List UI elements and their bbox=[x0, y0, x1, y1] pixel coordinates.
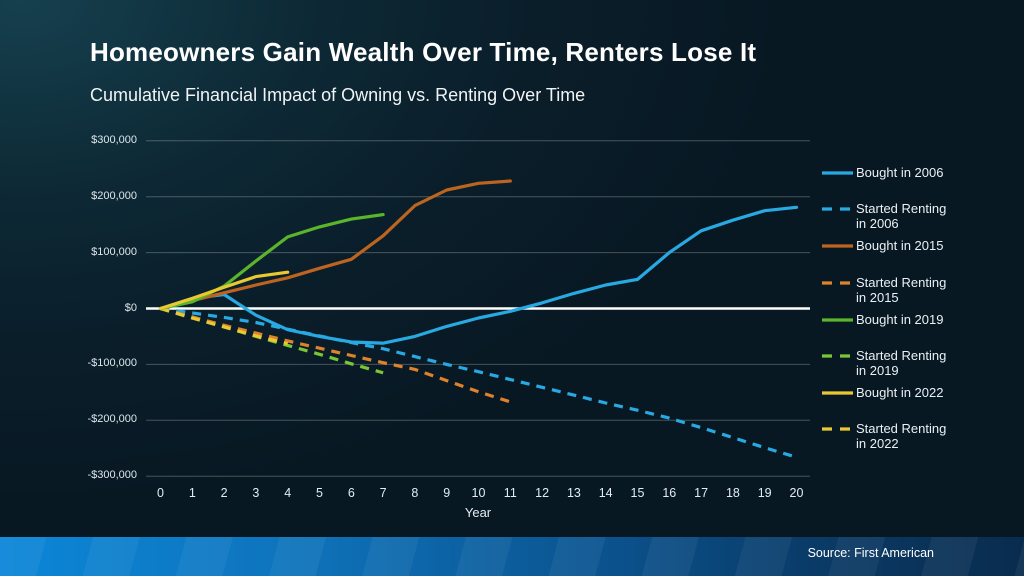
legend-item: Started Renting in 2022 bbox=[822, 421, 946, 451]
footer-bar: Source: First American bbox=[0, 537, 1024, 576]
y-tick-label: -$100,000 bbox=[87, 357, 137, 370]
legend-item: Bought in 2022 bbox=[822, 385, 943, 401]
legend-label: Bought in 2006 bbox=[856, 165, 944, 180]
solid-line-swatch-icon bbox=[822, 244, 853, 248]
x-tick-label: 20 bbox=[789, 486, 804, 500]
legend-label: Started Renting in 2015 bbox=[856, 275, 947, 305]
series-bought-in-2022 bbox=[158, 270, 290, 311]
y-tick-label: -$300,000 bbox=[87, 469, 137, 482]
x-tick-label: 5 bbox=[316, 486, 323, 500]
x-tick-label: 14 bbox=[598, 486, 613, 500]
dashed-line-swatch-icon bbox=[822, 281, 853, 285]
x-tick-label: 19 bbox=[757, 486, 772, 500]
series-bought-in-2019 bbox=[158, 213, 385, 311]
x-tick-label: 17 bbox=[694, 486, 709, 500]
series-started-renting-in-2006 bbox=[160, 306, 797, 459]
dashed-line-swatch-icon bbox=[822, 427, 853, 431]
legend-item: Started Renting in 2019 bbox=[822, 348, 946, 378]
y-tick-label: $100,000 bbox=[91, 245, 137, 258]
legend-label: Bought in 2019 bbox=[856, 312, 944, 327]
legend-label: Bought in 2022 bbox=[856, 385, 944, 400]
x-tick-label: 12 bbox=[535, 486, 550, 500]
y-tick-label: -$200,000 bbox=[87, 413, 137, 426]
x-tick-label: 10 bbox=[471, 486, 486, 500]
x-tick-label: 15 bbox=[630, 486, 645, 500]
solid-line-swatch-icon bbox=[822, 391, 853, 395]
x-tick-label: 4 bbox=[284, 486, 292, 500]
legend-item: Bought in 2006 bbox=[822, 165, 943, 181]
chart-title: Homeowners Gain Wealth Over Time, Renter… bbox=[90, 37, 757, 67]
y-tick-label: $0 bbox=[124, 301, 137, 314]
legend-item: Started Renting in 2015 bbox=[822, 275, 946, 305]
x-tick-label: 1 bbox=[188, 486, 196, 500]
dashed-line-swatch-icon bbox=[822, 207, 853, 211]
source-text: Source: First American bbox=[807, 546, 934, 560]
x-tick-label: 13 bbox=[566, 486, 581, 500]
solid-line-swatch-icon bbox=[822, 318, 853, 322]
chart-subtitle: Cumulative Financial Impact of Owning vs… bbox=[90, 85, 586, 105]
x-tick-label: 8 bbox=[411, 486, 419, 500]
y-tick-label: $200,000 bbox=[91, 189, 137, 202]
legend-label: Started Renting in 2019 bbox=[856, 348, 947, 378]
legend-item: Bought in 2015 bbox=[822, 238, 943, 254]
x-tick-label: 16 bbox=[662, 486, 677, 500]
legend-label: Bought in 2015 bbox=[856, 238, 944, 253]
x-tick-label: 0 bbox=[157, 486, 164, 500]
x-tick-label: 18 bbox=[725, 486, 740, 500]
legend-item: Bought in 2019 bbox=[822, 312, 943, 328]
series-bought-in-2006 bbox=[158, 205, 799, 345]
x-axis-title: Year bbox=[464, 505, 492, 520]
x-tick-label: 6 bbox=[347, 486, 355, 500]
series-bought-in-2015 bbox=[158, 179, 512, 311]
legend-item: Started Renting in 2006 bbox=[822, 201, 946, 231]
x-tick-label: 2 bbox=[220, 486, 228, 500]
y-tick-label: $300,000 bbox=[91, 133, 137, 146]
series-started-renting-in-2022 bbox=[160, 306, 289, 346]
series-started-renting-in-2015 bbox=[160, 306, 511, 404]
x-tick-label: 11 bbox=[503, 486, 517, 500]
legend-label: Started Renting in 2006 bbox=[856, 201, 947, 231]
solid-line-swatch-icon bbox=[822, 171, 853, 175]
dashed-line-swatch-icon bbox=[822, 354, 853, 358]
x-tick-label: 9 bbox=[443, 486, 451, 500]
x-tick-label: 3 bbox=[252, 486, 260, 500]
x-tick-label: 7 bbox=[379, 486, 387, 500]
legend-label: Started Renting in 2022 bbox=[856, 421, 947, 451]
